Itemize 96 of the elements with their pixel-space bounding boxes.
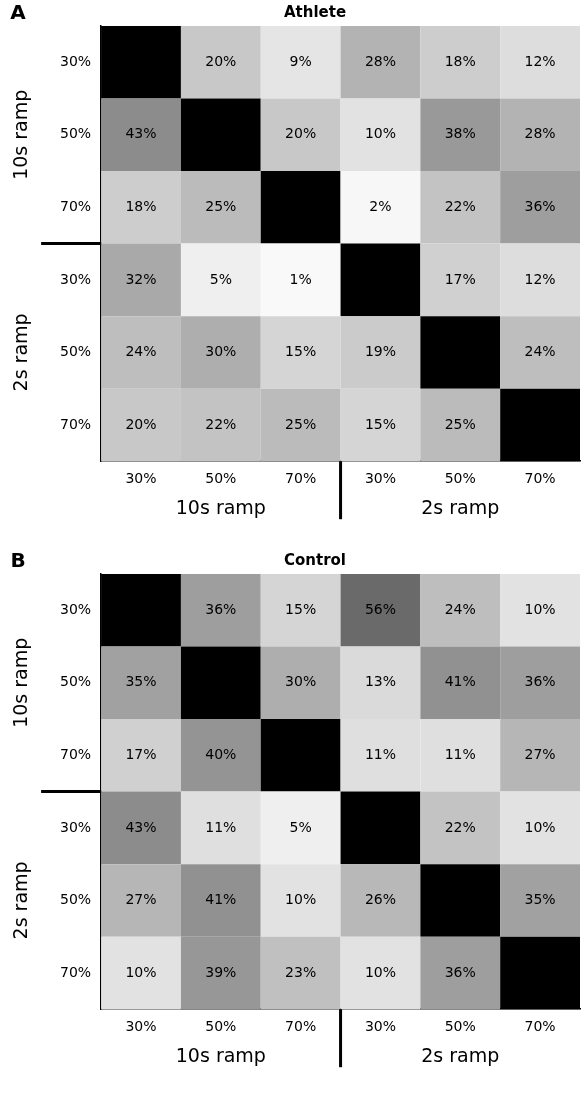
x-tick-label: 30% bbox=[364, 470, 397, 487]
data-label: 17% bbox=[125, 745, 157, 762]
text: 2s ramp bbox=[421, 1044, 500, 1067]
data-label: 17% bbox=[444, 270, 476, 287]
data-label: 27% bbox=[125, 891, 157, 908]
text: 10s ramp bbox=[8, 89, 31, 180]
y-tick-label: 70% bbox=[59, 745, 92, 762]
data-label: 30% bbox=[205, 343, 237, 360]
data-label: 20% bbox=[205, 52, 237, 69]
data-label: 20% bbox=[125, 415, 157, 432]
data-label: 11% bbox=[364, 745, 397, 762]
text: 2s ramp bbox=[8, 861, 31, 940]
x-tick-label: 70% bbox=[524, 470, 556, 487]
data-label: 12% bbox=[524, 52, 556, 69]
text: 10s ramp bbox=[175, 1044, 266, 1067]
x-tick-label: 30% bbox=[125, 1018, 157, 1035]
x-tick-label: 50% bbox=[205, 470, 237, 487]
text: A bbox=[10, 0, 27, 25]
data-label: 35% bbox=[524, 891, 556, 908]
x-tick-label: 30% bbox=[125, 470, 157, 487]
data-label: 11% bbox=[444, 745, 476, 762]
data-label: 35% bbox=[125, 673, 157, 690]
y-tick-label: 70% bbox=[59, 415, 92, 432]
data-label: 23% bbox=[285, 963, 317, 980]
data-label: 28% bbox=[524, 125, 556, 142]
data-label: 24% bbox=[125, 343, 157, 360]
data-label: 9% bbox=[289, 52, 312, 69]
x-tick-label: 50% bbox=[205, 1018, 237, 1035]
data-label: 24% bbox=[524, 343, 556, 360]
data-label: 39% bbox=[205, 963, 237, 980]
data-label: 30% bbox=[285, 673, 317, 690]
y-tick-label: 30% bbox=[59, 52, 92, 69]
x-tick-label: 30% bbox=[364, 1018, 397, 1035]
data-label: 20% bbox=[285, 125, 317, 142]
data-label: 32% bbox=[125, 270, 157, 287]
data-label: 22% bbox=[205, 415, 237, 432]
text: 2s ramp bbox=[421, 496, 500, 519]
x-tick-label: 70% bbox=[285, 470, 317, 487]
x-tick-label: 70% bbox=[524, 1018, 556, 1035]
x-tick-label: 50% bbox=[444, 470, 476, 487]
y-tick-label: 50% bbox=[59, 673, 92, 690]
data-label: 2% bbox=[369, 197, 392, 214]
text: B bbox=[10, 548, 26, 573]
data-label: 11% bbox=[205, 818, 237, 835]
text: 10s ramp bbox=[8, 637, 31, 728]
data-label: 36% bbox=[524, 673, 556, 690]
data-label: 10% bbox=[524, 818, 556, 835]
data-label: 22% bbox=[444, 197, 476, 214]
data-label: 38% bbox=[444, 125, 476, 142]
data-label: 36% bbox=[524, 197, 556, 214]
data-label: 40% bbox=[205, 745, 237, 762]
data-label: 41% bbox=[205, 891, 237, 908]
data-label: 5% bbox=[209, 270, 232, 287]
data-label: 41% bbox=[444, 673, 476, 690]
data-label: 18% bbox=[444, 52, 476, 69]
data-label: 13% bbox=[364, 673, 397, 690]
data-label: 10% bbox=[364, 125, 397, 142]
data-label: 36% bbox=[444, 963, 476, 980]
data-label: 22% bbox=[444, 818, 476, 835]
y-tick-label: 70% bbox=[59, 197, 92, 214]
y-tick-label: 50% bbox=[59, 891, 92, 908]
y-tick-label: 50% bbox=[59, 125, 92, 142]
data-label: 36% bbox=[205, 600, 237, 617]
data-label: 10% bbox=[524, 600, 556, 617]
y-tick-label: 70% bbox=[59, 963, 92, 980]
data-label: 25% bbox=[205, 197, 237, 214]
data-label: 15% bbox=[285, 600, 317, 617]
data-label: 43% bbox=[125, 125, 157, 142]
data-label: 43% bbox=[125, 818, 157, 835]
data-label: 15% bbox=[364, 415, 397, 432]
y-tick-label: 30% bbox=[59, 270, 92, 287]
data-label: 10% bbox=[125, 963, 157, 980]
data-label: 25% bbox=[444, 415, 476, 432]
text: 2s ramp bbox=[8, 313, 31, 392]
data-label: 25% bbox=[285, 415, 317, 432]
data-label: 26% bbox=[364, 891, 397, 908]
data-label: 10% bbox=[285, 891, 317, 908]
y-tick-label: 50% bbox=[59, 343, 92, 360]
chart-title: Control bbox=[283, 550, 347, 569]
data-label: 56% bbox=[364, 600, 397, 617]
data-label: 19% bbox=[364, 343, 397, 360]
data-label: 28% bbox=[364, 52, 397, 69]
data-label: 18% bbox=[125, 197, 157, 214]
y-tick-label: 30% bbox=[59, 600, 92, 617]
data-label: 1% bbox=[289, 270, 312, 287]
x-tick-label: 50% bbox=[444, 1018, 476, 1035]
data-label: 24% bbox=[444, 600, 476, 617]
chart-title: Athlete bbox=[283, 2, 347, 21]
data-label: 5% bbox=[289, 818, 312, 835]
data-label: 12% bbox=[524, 270, 556, 287]
data-label: 27% bbox=[524, 745, 556, 762]
x-tick-label: 70% bbox=[285, 1018, 317, 1035]
data-label: 10% bbox=[364, 963, 397, 980]
y-tick-label: 30% bbox=[59, 818, 92, 835]
data-label: 15% bbox=[285, 343, 317, 360]
text: 10s ramp bbox=[175, 496, 266, 519]
